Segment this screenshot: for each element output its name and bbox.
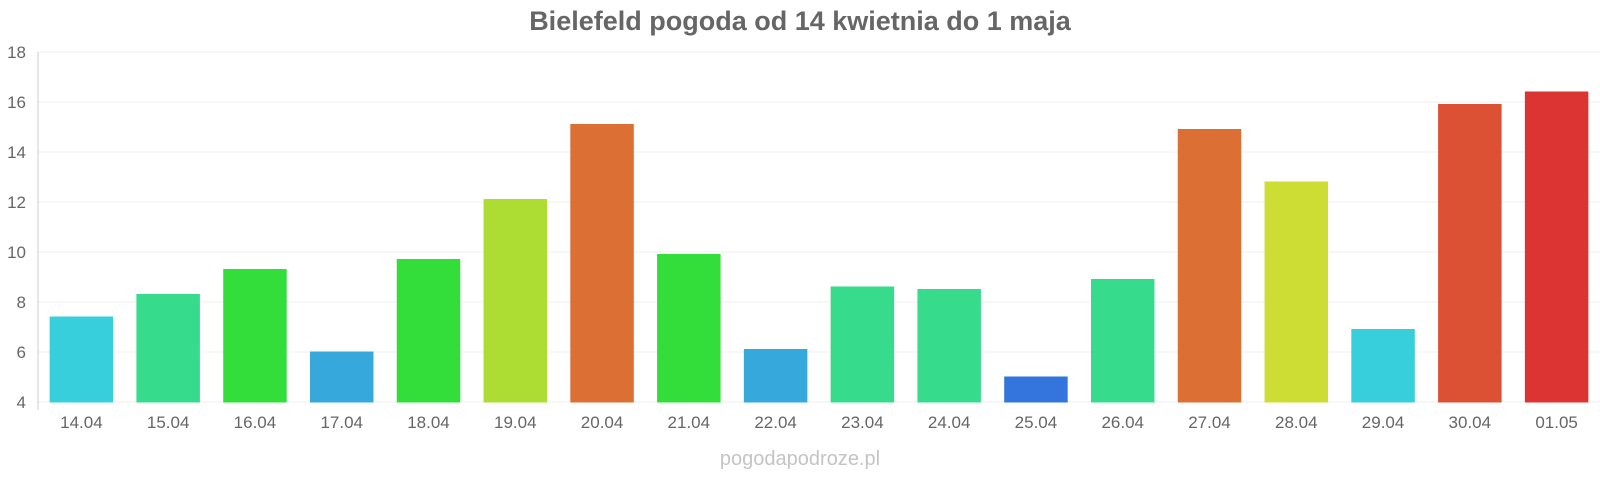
x-tick-label: 26.04	[1101, 413, 1144, 432]
x-tick-label: 29.04	[1362, 413, 1405, 432]
x-tick-label: 30.04	[1449, 413, 1492, 432]
y-tick-label: 12	[7, 193, 26, 212]
bar	[743, 349, 808, 403]
x-tick-label: 27.04	[1188, 413, 1231, 432]
bar	[917, 289, 981, 403]
bar	[1351, 329, 1415, 403]
bar	[570, 124, 634, 403]
y-tick-label: 6	[17, 343, 26, 362]
x-tick-label: 25.04	[1015, 413, 1058, 432]
x-tick-label: 23.04	[841, 413, 884, 432]
bar	[136, 294, 200, 403]
x-tick-label: 18.04	[407, 413, 450, 432]
x-tick-label: 21.04	[668, 413, 711, 432]
x-tick-label: 28.04	[1275, 413, 1318, 432]
bar	[309, 351, 374, 403]
x-tick-label: 17.04	[320, 413, 363, 432]
x-tick-label: 22.04	[754, 413, 797, 432]
bar	[1177, 129, 1242, 403]
x-tick-label: 15.04	[147, 413, 190, 432]
bar	[223, 269, 287, 403]
bar	[483, 199, 548, 403]
chart-title: Bielefeld pogoda od 14 kwietnia do 1 maj…	[529, 6, 1071, 36]
bar	[830, 286, 895, 403]
y-tick-label: 18	[7, 43, 26, 62]
x-tick-label: 24.04	[928, 413, 971, 432]
y-tick-label: 16	[7, 93, 26, 112]
x-tick-label: 14.04	[60, 413, 103, 432]
watermark: pogodapodroze.pl	[719, 448, 881, 470]
x-tick-label: 20.04	[581, 413, 624, 432]
x-tick-label: 19.04	[494, 413, 537, 432]
bar	[49, 316, 114, 403]
y-tick-label: 4	[17, 393, 26, 412]
x-tick-label: 16.04	[234, 413, 277, 432]
bar	[1524, 91, 1589, 403]
bar	[1438, 104, 1502, 403]
bar	[1004, 376, 1068, 403]
bar	[657, 254, 721, 403]
bar	[396, 259, 461, 403]
bar	[1264, 181, 1329, 403]
y-tick-label: 14	[7, 143, 26, 162]
y-tick-label: 10	[7, 243, 26, 262]
y-tick-label: 8	[17, 293, 26, 312]
bar	[1090, 279, 1155, 403]
x-tick-label: 01.05	[1535, 413, 1578, 432]
